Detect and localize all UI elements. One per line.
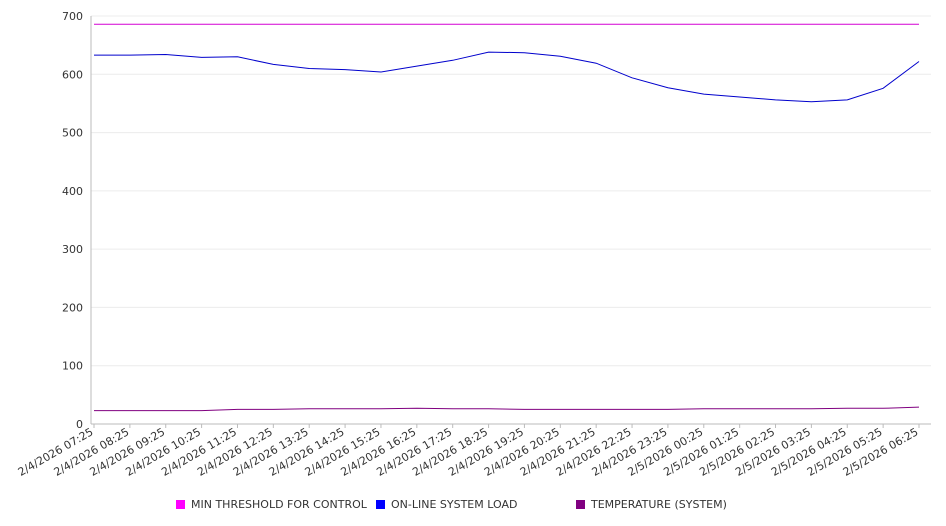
legend-swatch-min-threshold [176, 500, 185, 509]
legend-item-system-load[interactable]: ON-LINE SYSTEM LOAD [376, 498, 517, 511]
legend-label-min-threshold: MIN THRESHOLD FOR CONTROL [191, 498, 367, 511]
x-axis-ticks: 2/4/2026 07:252/4/2026 08:252/4/2026 09:… [16, 424, 921, 479]
grid-lines [91, 15, 931, 425]
legend-swatch-temperature [576, 500, 585, 509]
series-line-1 [94, 51, 920, 103]
y-axis-ticks: 0 100 200 300 400 500 600 700 [62, 10, 83, 431]
legend-label-system-load: ON-LINE SYSTEM LOAD [391, 498, 518, 511]
legend-swatch-system-load [376, 500, 385, 509]
y-tick-label: 700 [62, 10, 83, 23]
y-tick-label: 300 [62, 243, 83, 256]
chart-legend: MIN THRESHOLD FOR CONTROL ON-LINE SYSTEM… [0, 498, 946, 514]
y-tick-label: 200 [62, 301, 83, 314]
series-lines [94, 23, 920, 412]
y-tick-label: 400 [62, 185, 83, 198]
legend-label-temperature: TEMPERATURE (SYSTEM) [591, 498, 727, 511]
legend-item-min-threshold[interactable]: MIN THRESHOLD FOR CONTROL [176, 498, 367, 511]
y-tick-label: 600 [62, 68, 83, 81]
series-line-2 [94, 406, 920, 412]
legend-item-temperature[interactable]: TEMPERATURE (SYSTEM) [576, 498, 727, 511]
y-tick-label: 100 [62, 360, 83, 373]
y-tick-label: 0 [76, 418, 83, 431]
y-tick-label: 500 [62, 127, 83, 140]
